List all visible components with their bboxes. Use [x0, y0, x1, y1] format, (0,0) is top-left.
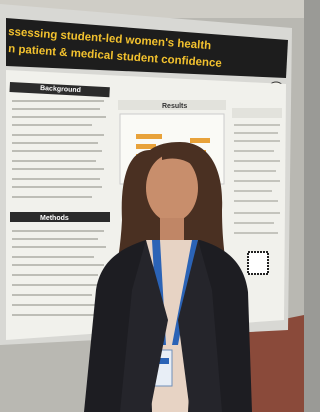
page: ssessing student-led women's health n pa… — [0, 0, 304, 412]
section-bar — [232, 108, 282, 118]
face — [146, 154, 198, 222]
photo: ssessing student-led women's health n pa… — [0, 0, 304, 412]
neck — [160, 218, 184, 242]
section-heading: Methods — [40, 215, 69, 222]
qr-code — [248, 252, 268, 274]
section-heading: Results — [162, 103, 187, 110]
